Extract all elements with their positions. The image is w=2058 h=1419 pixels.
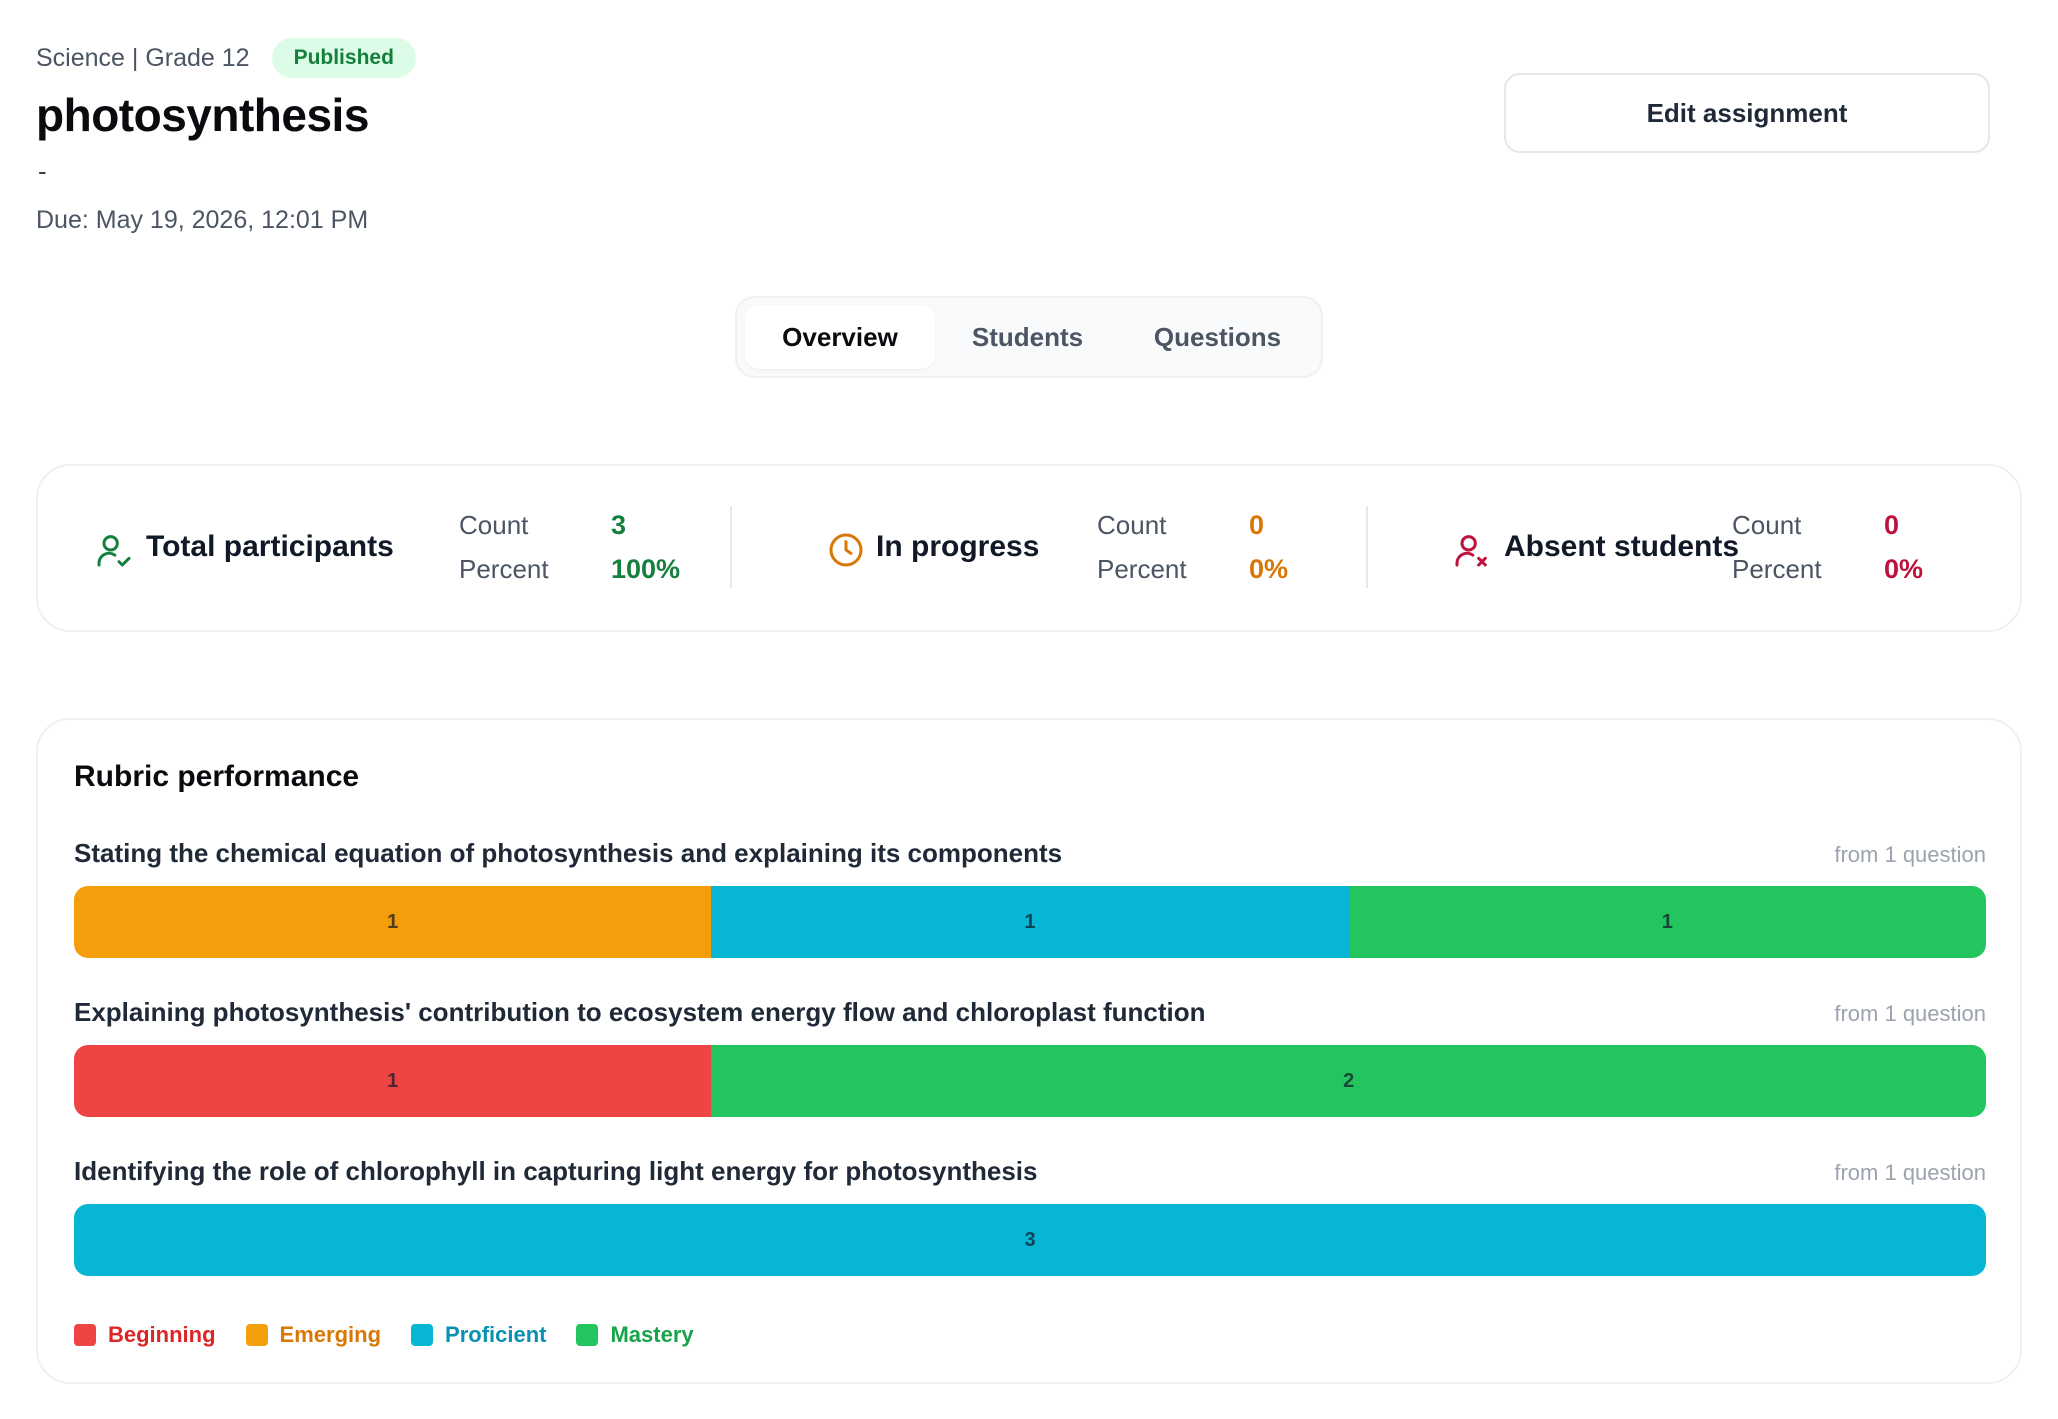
count-label: Count [1732, 510, 1802, 540]
due-date: Due: May 19, 2026, 12:01 PM [36, 206, 369, 234]
stat-in-progress: In progress Count Percent 0 0% [732, 466, 1368, 634]
legend-item-beginning: Beginning [74, 1322, 216, 1348]
criterion-question-count: from 1 question [1834, 842, 1986, 867]
criterion-question-count: from 1 question [1834, 1160, 1986, 1185]
edit-assignment-button[interactable]: Edit assignment [1504, 73, 1990, 153]
percent-label: Percent [459, 554, 549, 584]
assignment-header: Science | Grade 12 Published photosynthe… [36, 36, 2026, 246]
rubric-criterion: Identifying the role of chlorophyll in c… [74, 1156, 1986, 1280]
tab-students[interactable]: Students [971, 321, 1084, 352]
bar-segment-proficient: 3 [74, 1204, 1986, 1276]
stat-label: Absent students [1504, 530, 1740, 563]
rubric-legend: Beginning Emerging Proficient Mastery [74, 1322, 694, 1348]
tab-bar: Overview Students Questions [735, 296, 1323, 378]
rubric-criterion: Stating the chemical equation of photosy… [74, 838, 1986, 962]
status-badge: Published [271, 38, 416, 78]
legend-item-mastery: Mastery [576, 1322, 694, 1348]
criterion-title: Explaining photosynthesis' contribution … [74, 997, 1206, 1027]
count-label: Count [1097, 510, 1167, 540]
criterion-title: Stating the chemical equation of photosy… [74, 838, 1063, 868]
tab-overview[interactable]: Overview [745, 305, 935, 369]
legend-swatch [74, 1324, 96, 1346]
percent-value: 0% [1249, 554, 1289, 584]
percent-label: Percent [1097, 554, 1187, 584]
rubric-criterion: Explaining photosynthesis' contribution … [74, 997, 1986, 1121]
bar-segment-mastery: 2 [711, 1045, 1986, 1117]
user-x-icon [1452, 530, 1492, 570]
tab-questions[interactable]: Questions [1153, 321, 1282, 352]
percent-label: Percent [1732, 554, 1822, 584]
page-title: photosynthesis [36, 89, 369, 141]
count-value: 3 [611, 510, 627, 540]
divider [1366, 506, 1368, 588]
legend-label: Emerging [279, 1322, 382, 1347]
criterion-bar: 3 [74, 1204, 1986, 1276]
bar-segment-beginning: 1 [74, 1045, 712, 1117]
criterion-title: Identifying the role of chlorophyll in c… [74, 1156, 1038, 1186]
count-value: 0 [1249, 510, 1265, 540]
meta-row: Science | Grade 12 Published [36, 36, 2026, 80]
clock-icon [826, 530, 866, 570]
stat-label: In progress [876, 530, 1040, 563]
rubric-performance-card: Rubric performance Stating the chemical … [36, 718, 2022, 1384]
user-check-icon [94, 530, 134, 570]
rubric-title: Rubric performance [74, 760, 360, 793]
divider [730, 506, 732, 588]
participation-stats-card: Total participants Count Percent 3 100% … [36, 464, 2022, 632]
count-label: Count [459, 510, 529, 540]
legend-label: Mastery [610, 1322, 694, 1347]
bar-segment-proficient: 1 [711, 886, 1349, 958]
bar-segment-mastery: 1 [1348, 886, 1986, 958]
subject-grade: Science | Grade 12 [36, 43, 250, 72]
stat-total-participants: Total participants Count Percent 3 100% [38, 466, 728, 634]
percent-value: 100% [611, 554, 681, 584]
bar-segment-emerging: 1 [74, 886, 712, 958]
count-value: 0 [1884, 510, 1900, 540]
legend-item-emerging: Emerging [245, 1322, 382, 1348]
legend-label: Proficient [445, 1322, 547, 1347]
stat-label: Total participants [146, 530, 394, 563]
legend-swatch [576, 1324, 599, 1346]
legend-swatch [245, 1324, 268, 1346]
legend-swatch [411, 1324, 434, 1346]
stat-absent-students: Absent students Count Percent 0 0% [1368, 466, 2018, 634]
legend-label: Beginning [108, 1322, 216, 1347]
legend-item-proficient: Proficient [411, 1322, 546, 1348]
criterion-question-count: from 1 question [1834, 1001, 1986, 1026]
percent-value: 0% [1884, 554, 1924, 584]
assignment-description: - [38, 156, 47, 186]
